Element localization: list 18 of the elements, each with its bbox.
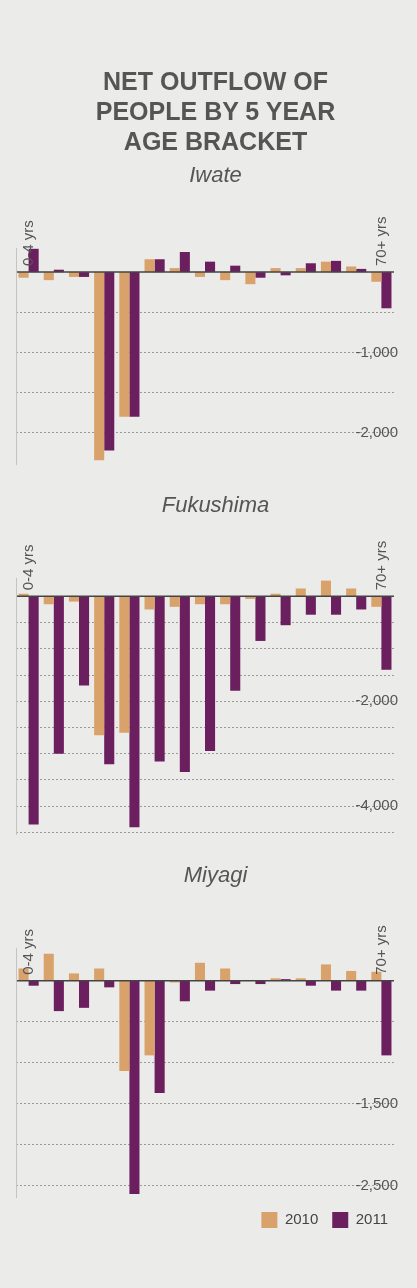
- x-tick-label: 70+ yrs: [371, 925, 389, 975]
- x-tick-label: 0-4 yrs: [18, 544, 36, 591]
- y-tick-label: -2,500: [355, 1175, 398, 1193]
- y-tick-label: -1,000: [355, 342, 398, 360]
- y-tick-label: -2,000: [355, 691, 398, 709]
- y-tick-label: -1,500: [355, 1093, 398, 1111]
- chart-title: NET OUTFLOW OF PEOPLE BY 5 YEAR AGE BRACKET: [94, 66, 337, 156]
- chart-title: Fukushima: [160, 492, 271, 518]
- chart-subtitle: Iwate: [188, 162, 243, 188]
- x-tick-label: 70+ yrs: [371, 216, 389, 267]
- y-tick-label: -2,000: [355, 422, 398, 440]
- legend-label: 2011: [355, 1210, 389, 1228]
- x-tick-label: 0-4 yrs: [18, 928, 36, 975]
- legend-label: 2010: [284, 1210, 319, 1228]
- x-tick-label: 0-4 yrs: [18, 220, 36, 267]
- chart-title: Miyagi: [182, 862, 249, 888]
- y-tick-label: -4,000: [355, 796, 398, 814]
- x-tick-label: 70+ yrs: [371, 540, 389, 591]
